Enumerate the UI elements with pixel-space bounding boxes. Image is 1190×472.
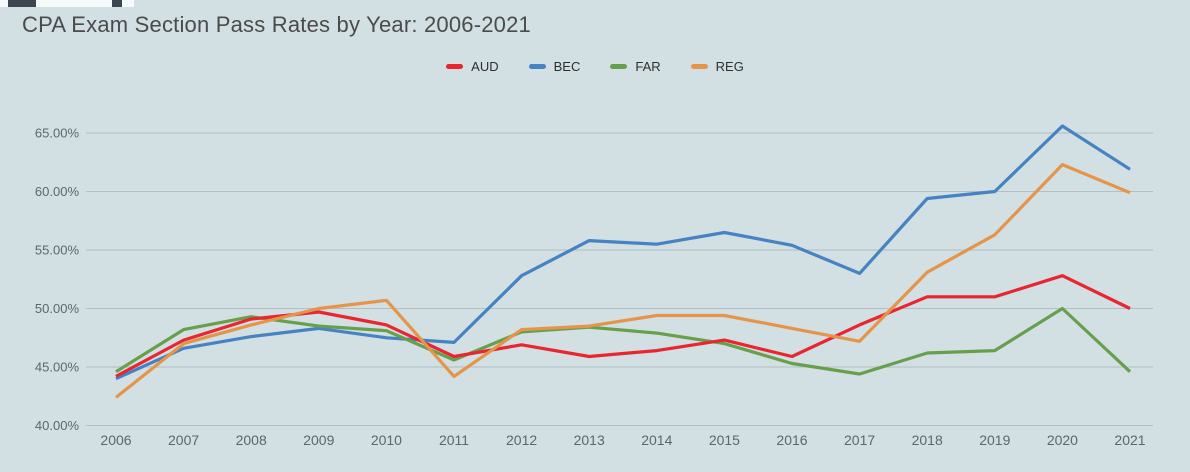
legend-item-bec: BEC — [528, 59, 581, 74]
series-line-bec — [115, 124, 1131, 381]
y-axis-tick-label: 60.00% — [35, 184, 80, 199]
legend-label: FAR — [635, 59, 661, 74]
legend-swatch-bec — [528, 64, 546, 69]
legend: AUD BEC FAR REG — [0, 59, 1190, 74]
chart-title: CPA Exam Section Pass Rates by Year: 200… — [22, 12, 531, 37]
x-axis-tick-label: 2010 — [371, 432, 402, 448]
artifact-fragment — [8, 0, 36, 7]
x-axis-tick-label: 2007 — [168, 432, 199, 448]
x-axis-tick-label: 2009 — [303, 432, 334, 448]
x-axis-tick-label: 2015 — [709, 432, 740, 448]
y-axis-tick-label: 50.00% — [35, 301, 80, 316]
legend-item-aud: AUD — [446, 59, 499, 74]
legend-label: BEC — [553, 59, 581, 74]
legend-item-reg: REG — [690, 59, 744, 74]
y-axis-tick-label: 40.00% — [35, 418, 80, 433]
legend-swatch-far — [610, 64, 628, 69]
legend-swatch-reg — [690, 64, 708, 69]
x-axis-tick-label: 2006 — [100, 432, 131, 448]
series-line-aud — [115, 274, 1131, 378]
x-axis-tick-label: 2019 — [979, 432, 1010, 448]
x-axis-tick-label: 2008 — [236, 432, 267, 448]
legend-label: AUD — [471, 59, 499, 74]
y-axis-tick-label: 55.00% — [35, 243, 80, 258]
y-axis-tick-label: 45.00% — [35, 360, 80, 375]
series-line-reg — [115, 163, 1131, 399]
series-line-far — [115, 306, 1132, 376]
x-axis-tick-label: 2018 — [912, 432, 943, 448]
legend-item-far: FAR — [610, 59, 661, 74]
legend-label: REG — [715, 59, 744, 74]
x-axis-tick-label: 2011 — [439, 432, 469, 448]
legend-swatch-aud — [446, 64, 464, 69]
x-axis-tick-label: 2012 — [506, 432, 537, 448]
x-axis-tick-label: 2014 — [641, 432, 672, 448]
screenshot-top-edge-artifact — [0, 0, 134, 7]
x-axis-tick-label: 2016 — [776, 432, 807, 448]
x-axis-tick-label: 2020 — [1047, 432, 1078, 448]
y-axis-tick-label: 65.00% — [35, 126, 80, 141]
x-axis-tick-label: 2017 — [844, 432, 875, 448]
x-axis-tick-label: 2021 — [1114, 432, 1145, 448]
artifact-fragment — [112, 0, 122, 7]
x-axis-tick-label: 2013 — [574, 432, 605, 448]
